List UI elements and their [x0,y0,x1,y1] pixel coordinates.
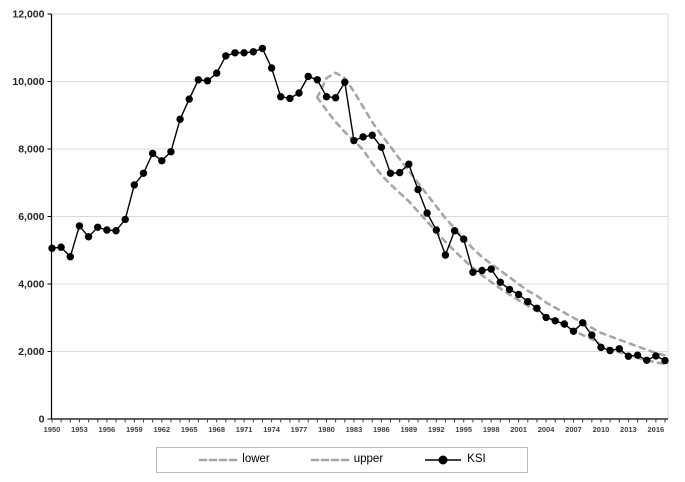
x-axis-tick-label: 1956 [99,425,116,434]
y-axis-tick-label: 10,000 [12,76,44,88]
legend-label-upper: upper [353,453,384,466]
x-axis-tick-label: 1974 [263,425,281,434]
x-axis-tick-label: 1950 [44,425,61,434]
legend-label-lower: lower [242,453,270,466]
x-axis-tick-label: 1965 [181,425,198,434]
legend-label-ksi: KSI [467,453,486,466]
legend-entry-upper: upper [310,454,383,466]
y-axis-tick-label: 12,000 [12,9,44,21]
x-axis-tick-label: 2001 [510,425,527,434]
x-axis-tick-label: 1989 [400,425,417,434]
x-axis-tick-label: 2007 [565,425,582,434]
legend-entry-ksi: KSI [423,454,486,466]
x-axis-tick-label: 2013 [620,425,637,434]
x-axis-tick-label: 1953 [71,425,88,434]
x-axis-tick-label: 1995 [455,425,472,434]
dashed-line-sample-icon [310,458,350,462]
dashed-line-sample-icon [198,458,238,462]
y-axis-tick-label: 8,000 [18,144,44,156]
legend-entry-lower: lower [198,453,270,466]
x-axis-tick-label: 1977 [291,425,308,434]
y-axis-tick-label: 6,000 [18,211,44,223]
x-axis-tick-label: 1968 [208,425,225,434]
x-axis-tick-label: 1959 [126,425,143,434]
x-axis-tick-label: 1971 [236,425,253,434]
x-axis-tick-label: 1983 [346,425,363,434]
x-axis-tick-label: 1980 [318,425,335,434]
y-axis-tick-label: 0 [39,414,45,426]
x-axis-tick-label: 1986 [373,425,390,434]
legend: lower upper KSI [156,447,528,473]
x-axis-tick-label: 2016 [648,425,665,434]
x-axis-tick-label: 2004 [538,425,556,434]
x-axis-tick-label: 1998 [483,425,500,434]
x-axis-tick-label: 1962 [153,425,170,434]
x-axis-tick-label: 1992 [428,425,445,434]
y-axis-tick-label: 4,000 [18,279,44,291]
marker-line-sample-icon [425,455,462,465]
x-axis-tick-label: 2010 [593,425,610,434]
y-axis-tick-label: 2,000 [18,346,44,358]
